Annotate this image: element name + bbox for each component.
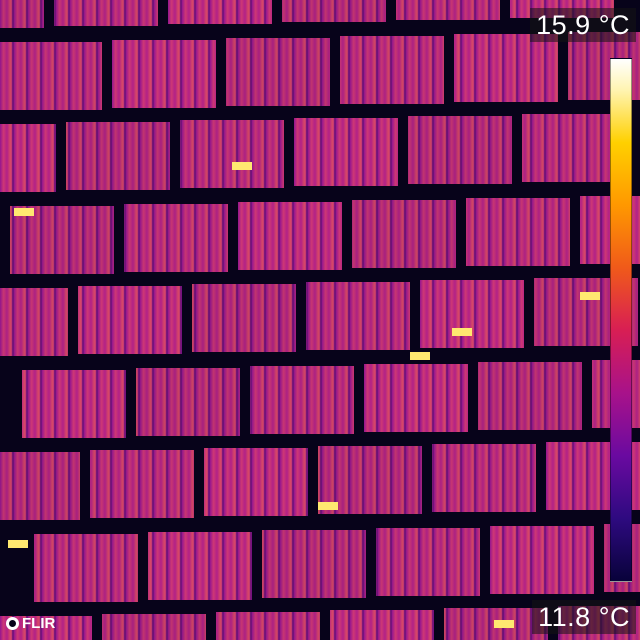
solar-panel <box>352 200 456 268</box>
solar-panel <box>54 0 158 26</box>
solar-panel <box>420 280 524 348</box>
solar-panel <box>204 448 308 516</box>
solar-panel <box>250 366 354 434</box>
solar-panel <box>340 36 444 104</box>
solar-panel <box>0 288 68 356</box>
solar-panel <box>282 0 386 22</box>
solar-panel <box>396 0 500 20</box>
solar-panel <box>0 42 102 110</box>
solar-panel <box>522 114 626 182</box>
max-temp-readout: 15.9 °C <box>530 8 636 42</box>
flir-logo-icon <box>6 617 19 630</box>
flir-logo-text: FLIR <box>22 615 56 632</box>
solar-panel <box>294 118 398 186</box>
min-temp-readout: 11.8 °C <box>532 600 636 634</box>
hotspot <box>14 208 34 216</box>
solar-panel <box>78 286 182 354</box>
solar-panel <box>408 116 512 184</box>
solar-panel <box>0 0 44 28</box>
solar-panel <box>376 528 480 596</box>
solar-panel <box>168 0 272 24</box>
hotspot <box>494 620 514 628</box>
solar-panel <box>454 34 558 102</box>
solar-panel <box>490 526 594 594</box>
hotspot <box>232 162 252 170</box>
solar-panel <box>432 444 536 512</box>
hotspot <box>452 328 472 336</box>
solar-panel <box>22 370 126 438</box>
solar-panel <box>10 206 114 274</box>
solar-panel <box>66 122 170 190</box>
solar-panel <box>330 610 434 640</box>
solar-panel <box>102 614 206 640</box>
solar-panel <box>90 450 194 518</box>
solar-panel <box>0 452 80 520</box>
solar-panel <box>238 202 342 270</box>
solar-panel <box>148 532 252 600</box>
solar-panel <box>192 284 296 352</box>
solar-panel <box>364 364 468 432</box>
solar-panel <box>306 282 410 350</box>
solar-panel <box>466 198 570 266</box>
temperature-scale-bar <box>610 58 632 582</box>
hotspot <box>318 502 338 510</box>
solar-panel <box>226 38 330 106</box>
hotspot <box>410 352 430 360</box>
solar-panel <box>216 612 320 640</box>
solar-panel <box>136 368 240 436</box>
solar-panel <box>34 534 138 602</box>
solar-panel <box>0 124 56 192</box>
solar-panel <box>112 40 216 108</box>
solar-panel <box>124 204 228 272</box>
solar-panel <box>180 120 284 188</box>
solar-panel <box>478 362 582 430</box>
solar-panel <box>262 530 366 598</box>
hotspot <box>580 292 600 300</box>
flir-logo: FLIR <box>6 615 55 632</box>
hotspot-group <box>8 162 600 628</box>
hotspot <box>8 540 28 548</box>
